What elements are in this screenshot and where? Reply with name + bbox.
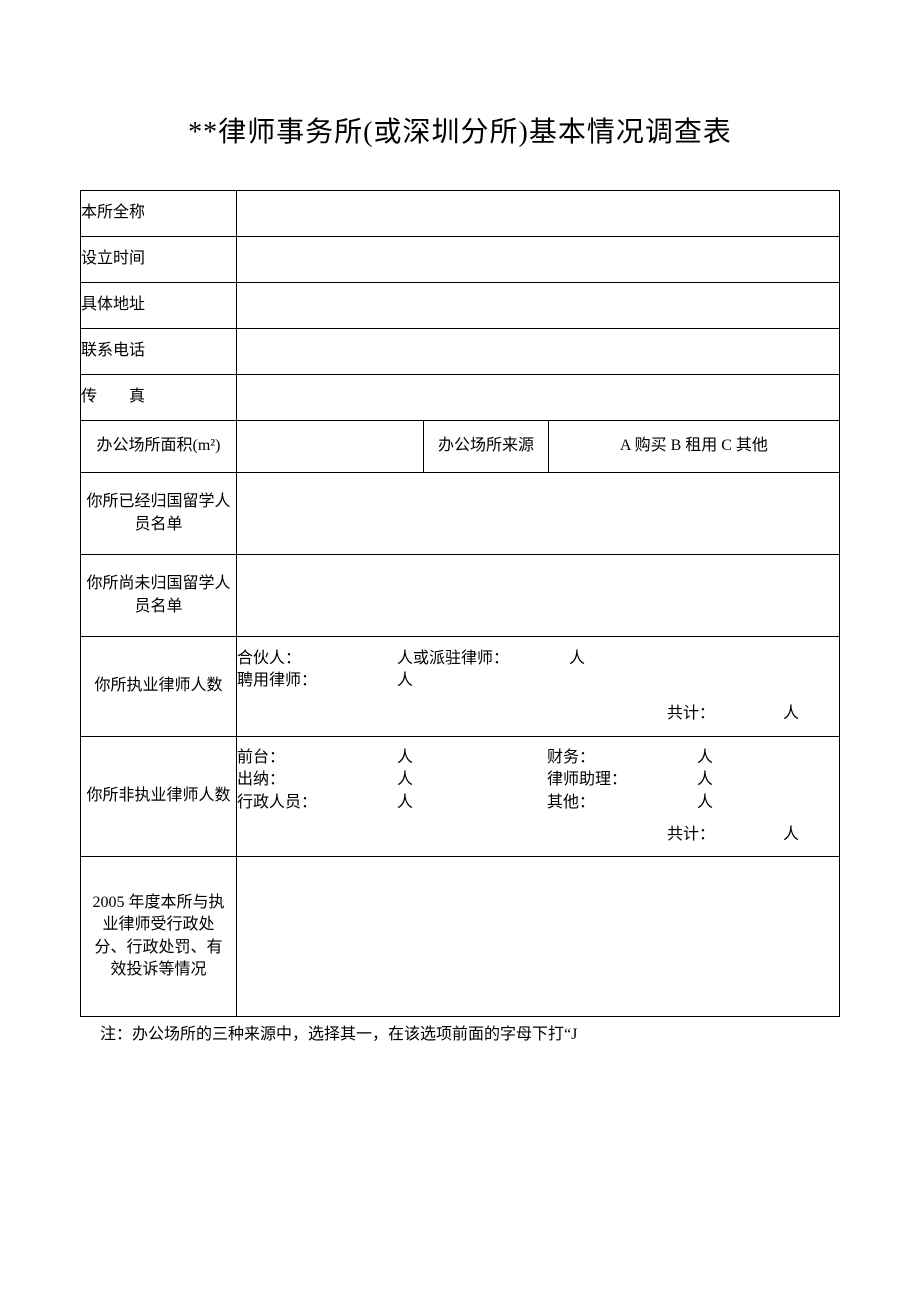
field-practicing[interactable]: 合伙人： 人或派驻律师： 人 聘用律师： 人 共计： 人 xyxy=(236,637,839,737)
label-establish: 设立时间 xyxy=(81,237,237,283)
survey-table: 本所全称 设立时间 具体地址 联系电话 传 真 办公场所面积(m²) 办公场所来… xyxy=(80,190,840,1017)
cashier-unit: 人 xyxy=(397,769,547,791)
label-phone: 联系电话 xyxy=(81,329,237,375)
page-title: **律师事务所(或深圳分所)基本情况调查表 xyxy=(80,110,840,150)
hired-unit: 人 xyxy=(397,670,413,692)
dispatch-unit: 人 xyxy=(569,648,585,670)
finance-unit: 人 xyxy=(697,747,797,769)
front-unit: 人 xyxy=(397,747,547,769)
field-phone[interactable] xyxy=(236,329,839,375)
assistant-unit: 人 xyxy=(697,769,797,791)
label-address: 具体地址 xyxy=(81,283,237,329)
label-penalty: 2005 年度本所与执业律师受行政处分、行政处罚、有效投诉等情况 xyxy=(81,857,237,1017)
label-area: 办公场所面积(m²) xyxy=(81,421,237,473)
fax-prefix: 传 xyxy=(81,388,97,405)
finance-label: 财务： xyxy=(547,747,697,769)
other-unit: 人 xyxy=(697,792,797,814)
label-practicing: 你所执业律师人数 xyxy=(81,637,237,737)
label-notreturned: 你所尚未归国留学人员名单 xyxy=(81,555,237,637)
front-label: 前台： xyxy=(237,747,397,769)
practicing-total-label: 共计： xyxy=(667,705,715,722)
field-establish[interactable] xyxy=(236,237,839,283)
field-address[interactable] xyxy=(236,283,839,329)
field-area[interactable] xyxy=(236,421,423,473)
field-penalty[interactable] xyxy=(236,857,839,1017)
hired-label: 聘用律师： xyxy=(237,670,397,692)
field-notreturned[interactable] xyxy=(236,555,839,637)
field-fullname[interactable] xyxy=(236,191,839,237)
fax-suffix: 真 xyxy=(129,388,145,405)
partner-label: 合伙人： xyxy=(237,648,397,670)
nonpracticing-total-label: 共计： xyxy=(667,826,715,843)
admin-label: 行政人员： xyxy=(237,792,397,814)
nonpracticing-total-unit: 人 xyxy=(783,826,799,843)
label-nonpracticing: 你所非执业律师人数 xyxy=(81,737,237,857)
cashier-label: 出纳： xyxy=(237,769,397,791)
practicing-total-unit: 人 xyxy=(783,705,799,722)
field-returned[interactable] xyxy=(236,473,839,555)
field-nonpracticing[interactable]: 前台： 人 财务： 人 出纳： 人 律师助理： 人 行政人员： 人 其他： 人 xyxy=(236,737,839,857)
footnote: 注：办公场所的三种来源中，选择其一，在该选项前面的字母下打“J xyxy=(80,1017,840,1047)
other-label: 其他： xyxy=(547,792,697,814)
assistant-label: 律师助理： xyxy=(547,769,697,791)
label-source: 办公场所来源 xyxy=(424,421,549,473)
label-fax: 传 真 xyxy=(81,375,237,421)
admin-unit: 人 xyxy=(397,792,547,814)
label-returned: 你所已经归国留学人员名单 xyxy=(81,473,237,555)
dispatch-label: 人或派驻律师： xyxy=(397,648,509,670)
field-source-options[interactable]: A 购买 B 租用 C 其他 xyxy=(548,421,839,473)
label-fullname: 本所全称 xyxy=(81,191,237,237)
field-fax[interactable] xyxy=(236,375,839,421)
